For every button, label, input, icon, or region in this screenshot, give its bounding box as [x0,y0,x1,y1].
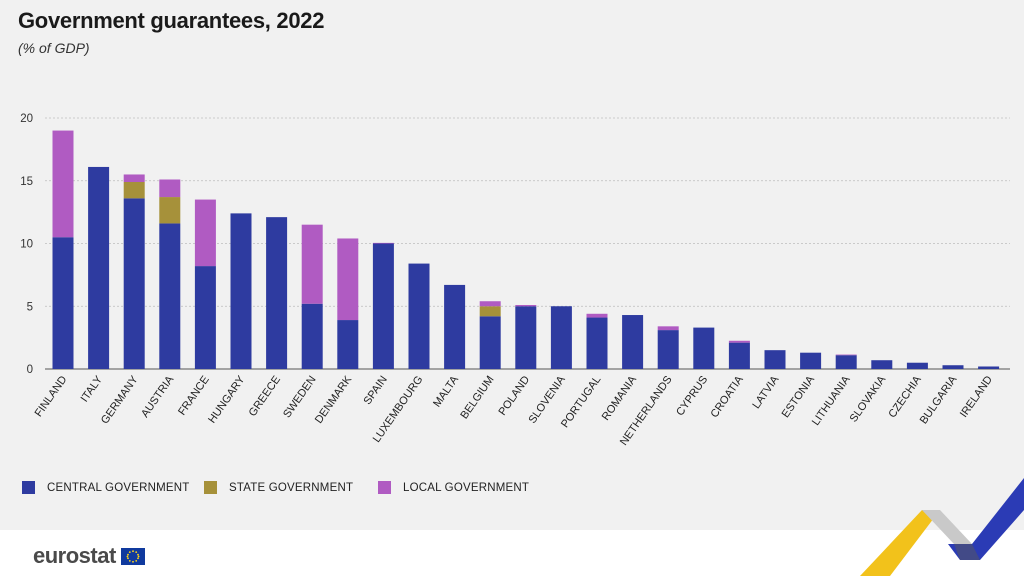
bar-segment [372,243,394,369]
x-tick-label: ROMANIA [600,373,640,422]
bar-segment [835,355,857,369]
bar-segment [301,224,323,304]
legend-label-local: LOCAL GOVERNMENT [403,481,530,494]
x-tick-label: BULGARIA [918,373,960,426]
x-tick-label: HUNGARY [206,373,248,425]
bar-segment [159,223,181,369]
y-tick-label: 10 [20,239,33,251]
bar-segment [52,130,74,238]
legend-item-local: LOCAL GOVERNMENT [378,481,529,494]
bar-segment [906,362,928,369]
bar-segment [159,179,181,198]
bar-segment [194,199,216,267]
x-tick-label: FINLAND [33,374,70,419]
x-tick-label: GREECE [247,374,283,419]
legend-item-state: STATE GOVERNMENT [204,481,353,494]
x-tick-label: FRANCE [176,374,212,418]
x-tick-label: SPAIN [362,374,390,407]
bar-segment [657,330,679,369]
bar-segment [550,306,572,369]
x-tick-label: POLAND [496,374,532,418]
bar-segment [301,303,323,369]
x-tick-label: DENMARK [313,373,355,425]
x-tick-label: CYPRUS [674,374,710,418]
bar-segment [728,342,750,369]
x-tick-label: CZECHIA [886,373,924,420]
x-tick-label: GERMANY [99,373,141,426]
bar-segment [123,182,145,199]
eu-flag-icon [120,547,145,565]
legend: CENTRAL GOVERNMENT STATE GOVERNMENT LOCA… [0,481,1024,501]
bar-segment [942,365,964,369]
corner-decoration-graphic [860,478,1024,576]
bar-segment [266,217,288,369]
bar-segment [337,320,359,369]
bar-segment [586,317,608,369]
legend-label-state: STATE GOVERNMENT [229,481,354,494]
bar-segment [515,304,537,307]
y-tick-label: 0 [27,364,33,376]
bar-segment [978,366,1000,369]
bar-segment [408,263,430,369]
logo-text: eurostat [33,543,116,568]
bar-segment [622,315,644,369]
bars [52,130,1000,369]
bar-segment [764,350,786,369]
legend-swatch-state [204,481,217,494]
bar-segment [444,284,466,369]
bar-segment [372,242,394,244]
legend-swatch-local [378,481,391,494]
x-tick-label: SWEDEN [281,374,319,420]
bar-segment [693,327,715,369]
legend-swatch-central [22,481,35,494]
x-tick-label: AUSTRIA [139,373,177,419]
x-tick-label: MALTA [431,373,461,409]
bar-segment [586,313,608,318]
eurostat-logo: eurostat [33,543,145,569]
x-tick-label: ESTONIA [780,373,818,420]
x-tick-label: IRELAND [958,374,995,420]
bar-segment [123,174,145,183]
bar-segment [515,306,537,369]
bar-segment [871,360,893,369]
bar-segment [657,326,679,331]
bar-segment [52,237,74,369]
bar-segment [479,301,501,307]
bar-segment [479,306,501,317]
bar-segment [800,352,822,369]
x-tick-label: BELGIUM [458,374,496,421]
x-tick-label: LATVIA [750,373,781,411]
bar-segment [337,238,359,321]
chart-subtitle: (% of GDP) [18,40,90,56]
y-tick-label: 5 [27,301,33,313]
bar-segment [123,198,145,369]
x-tick-label: SLOVAKIA [848,373,889,424]
x-tick-label: CROATIA [708,373,746,420]
legend-label-central: CENTRAL GOVERNMENT [47,481,190,494]
x-tick-label: ITALY [79,373,106,404]
y-tick-label: 15 [20,176,33,188]
bar-segment [194,266,216,369]
bar-segment [88,166,110,369]
bar-segment [728,340,750,343]
bar-segment [479,316,501,369]
bar-segment [835,354,857,356]
bar-segment [230,213,252,369]
chart-title: Government guarantees, 2022 [18,8,325,33]
bar-segment [159,197,181,224]
y-tick-label: 20 [20,113,33,125]
legend-item-central: CENTRAL GOVERNMENT [22,481,189,494]
